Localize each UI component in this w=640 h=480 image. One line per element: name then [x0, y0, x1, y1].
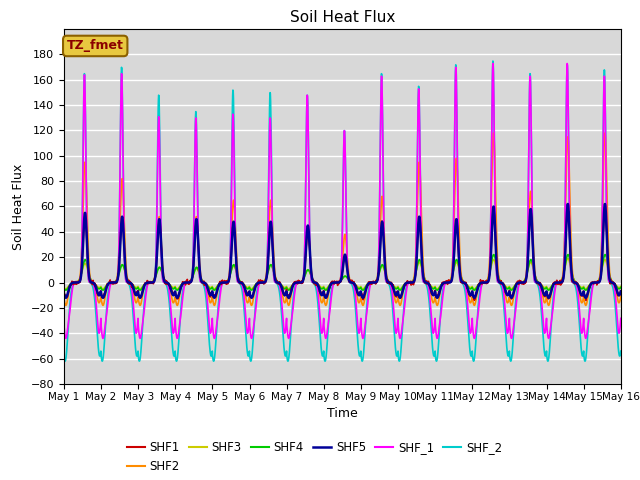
SHF_2	[371, 280, 379, 286]
SHF5	[568, 274, 576, 280]
SHF5	[60, 291, 68, 297]
SHF_2	[584, 335, 591, 340]
SHF_2	[60, 353, 68, 359]
SHF1	[358, 292, 366, 298]
SHF5	[617, 288, 625, 294]
SHF4	[322, 287, 330, 293]
SHF2	[359, 302, 367, 308]
SHF1	[568, 271, 575, 277]
Title: Soil Heat Flux: Soil Heat Flux	[290, 10, 395, 25]
SHF2	[505, 298, 513, 303]
SHF_2	[505, 353, 513, 359]
SHF3	[60, 285, 68, 290]
SHF_1	[617, 315, 625, 321]
SHF_2	[489, 58, 497, 64]
SHF2	[216, 281, 223, 287]
SHF1	[216, 281, 223, 287]
SHF2	[60, 296, 68, 301]
SHF_1	[489, 60, 497, 66]
SHF1	[584, 290, 591, 296]
SHF3	[504, 285, 512, 290]
SHF_1	[505, 325, 513, 331]
SHF_1	[359, 335, 367, 341]
SHF5	[359, 295, 367, 300]
X-axis label: Time: Time	[327, 407, 358, 420]
Line: SHF1: SHF1	[64, 206, 621, 300]
SHF5	[584, 291, 591, 297]
SHF1	[60, 290, 68, 296]
SHF4	[216, 281, 223, 287]
SHF_1	[568, 279, 576, 285]
Line: SHF_1: SHF_1	[64, 63, 621, 338]
SHF3	[322, 286, 330, 292]
SHF4	[60, 286, 68, 291]
SHF3	[617, 284, 625, 289]
SHF4	[505, 286, 513, 291]
SHF_1	[371, 280, 379, 286]
SHF2	[371, 279, 379, 285]
SHF5	[371, 280, 379, 286]
SHF4	[371, 279, 379, 285]
SHF4	[359, 287, 367, 293]
SHF_1	[216, 298, 223, 303]
SHF2	[617, 294, 625, 300]
SHF_1	[62, 336, 70, 341]
SHF1	[617, 288, 625, 294]
SHF4	[490, 252, 497, 257]
SHF3	[359, 286, 367, 292]
SHF3	[584, 285, 591, 290]
SHF_2	[617, 348, 625, 354]
Text: TZ_fmet: TZ_fmet	[67, 39, 124, 52]
SHF3	[564, 255, 572, 261]
Line: SHF2: SHF2	[64, 133, 621, 305]
SHF_1	[60, 323, 68, 329]
SHF4	[568, 270, 576, 276]
SHF1	[564, 204, 572, 209]
SHF4	[617, 285, 625, 290]
SHF1	[582, 298, 590, 303]
Line: SHF_2: SHF_2	[64, 61, 621, 361]
SHF5	[216, 281, 223, 287]
Line: SHF4: SHF4	[64, 254, 621, 290]
SHF3	[568, 271, 576, 277]
Line: SHF3: SHF3	[64, 258, 621, 289]
SHF5	[504, 291, 512, 297]
Line: SHF5: SHF5	[64, 204, 621, 298]
SHF_2	[61, 358, 69, 364]
SHF4	[584, 286, 591, 291]
Y-axis label: Soil Heat Flux: Soil Heat Flux	[12, 163, 25, 250]
SHF5	[62, 295, 70, 300]
SHF3	[216, 281, 223, 287]
SHF2	[490, 130, 497, 136]
SHF2	[584, 296, 591, 302]
SHF5	[564, 201, 572, 207]
SHF2	[568, 264, 576, 269]
SHF1	[371, 279, 378, 285]
SHF3	[371, 279, 379, 285]
SHF_2	[216, 290, 223, 296]
Legend: SHF1, SHF2, SHF3, SHF4, SHF5, SHF_1, SHF_2: SHF1, SHF2, SHF3, SHF4, SHF5, SHF_1, SHF…	[122, 436, 507, 478]
SHF1	[504, 291, 512, 297]
SHF2	[62, 302, 70, 308]
SHF_2	[359, 358, 367, 363]
SHF_2	[568, 279, 576, 285]
SHF_1	[584, 326, 591, 332]
